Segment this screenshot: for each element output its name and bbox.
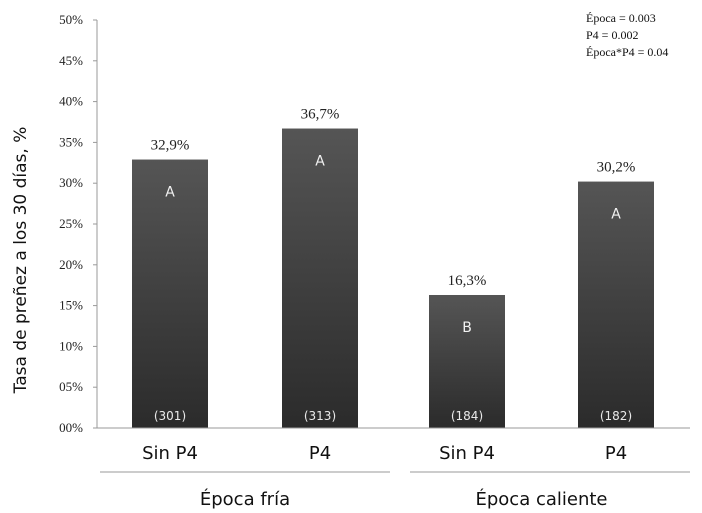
x-group-label: Época caliente: [475, 488, 607, 510]
x-category-label: P4: [309, 443, 331, 464]
bar-value-label: 30,2%: [597, 160, 636, 176]
bar-significance-letter: A: [165, 185, 175, 201]
y-tick-label: 35%: [59, 134, 83, 149]
y-tick-label: 30%: [59, 175, 83, 190]
bar-significance-letter: B: [462, 320, 472, 336]
bar: [578, 181, 654, 428]
x-group-label: Época fría: [200, 488, 290, 510]
bar-value-label: 32,9%: [151, 138, 190, 154]
y-axis-label: Tasa de preñez a los 30 días, %: [11, 127, 31, 395]
bar-count-label: (184): [451, 409, 483, 423]
y-tick-label: 25%: [59, 216, 83, 231]
y-tick-label: 40%: [59, 94, 83, 109]
x-category-label: Sin P4: [142, 443, 198, 464]
y-tick-label: 45%: [59, 53, 83, 68]
stat-annotation: Época = 0.003: [586, 11, 656, 25]
y-tick-label: 15%: [59, 298, 83, 313]
stat-annotation: Época*P4 = 0.04: [586, 45, 668, 59]
bar-count-label: (313): [304, 409, 336, 423]
bar-significance-letter: A: [611, 207, 621, 223]
stat-annotation: P4 = 0.002: [586, 28, 638, 42]
y-tick-label: 00%: [59, 420, 83, 435]
y-tick-label: 05%: [59, 379, 83, 394]
bar-value-label: 16,3%: [448, 273, 487, 289]
x-category-label: P4: [605, 443, 627, 464]
bar: [282, 128, 358, 428]
bar: [429, 294, 505, 428]
bar: [132, 159, 208, 428]
bar-significance-letter: A: [315, 154, 325, 170]
y-tick-label: 10%: [59, 338, 83, 353]
y-tick-label: 50%: [59, 12, 83, 27]
bar-count-label: (301): [154, 409, 186, 423]
y-tick-label: 20%: [59, 257, 83, 272]
x-category-label: Sin P4: [439, 443, 495, 464]
bar-count-label: (182): [600, 409, 632, 423]
bar-value-label: 36,7%: [301, 107, 340, 123]
